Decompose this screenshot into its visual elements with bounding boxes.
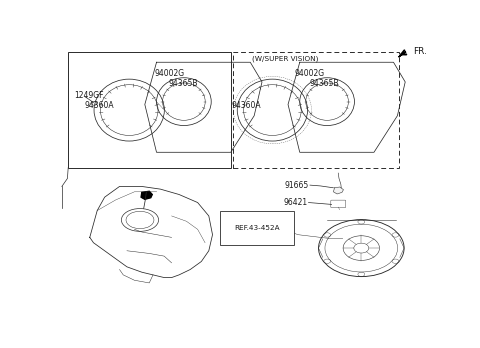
Polygon shape (334, 187, 344, 194)
Polygon shape (141, 191, 152, 199)
Text: 96421: 96421 (283, 198, 307, 207)
Text: 94360A: 94360A (231, 101, 261, 110)
Text: 91665: 91665 (285, 181, 309, 190)
Text: FR.: FR. (413, 47, 427, 56)
Text: 94002G: 94002G (294, 69, 324, 78)
Text: 94360A: 94360A (84, 101, 114, 110)
Text: 94002G: 94002G (155, 69, 185, 78)
Polygon shape (398, 52, 406, 57)
Text: 94365B: 94365B (168, 79, 197, 88)
Text: REF.43-452A: REF.43-452A (234, 225, 280, 231)
Text: (W/SUPER VISION): (W/SUPER VISION) (252, 55, 318, 62)
Text: 1249GF: 1249GF (74, 91, 104, 100)
Text: 94365B: 94365B (310, 79, 339, 88)
